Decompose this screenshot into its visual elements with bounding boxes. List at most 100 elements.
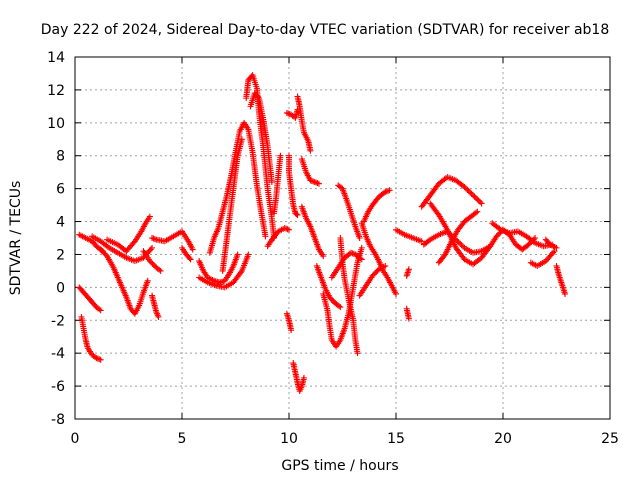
data-point <box>97 246 104 253</box>
plot-frame <box>74 56 611 420</box>
data-point <box>146 258 153 265</box>
x-axis-label: GPS time / hours <box>281 458 398 474</box>
data-point <box>553 244 560 251</box>
series-track-11 <box>196 251 241 286</box>
series-track-41 <box>489 220 556 250</box>
series-track-04 <box>78 313 104 363</box>
series-track-21 <box>286 152 301 218</box>
data-point <box>386 187 393 194</box>
series-track-20 <box>294 93 314 154</box>
data-point <box>148 259 155 266</box>
data-point <box>354 350 361 357</box>
series-track-36 <box>403 266 412 279</box>
chart-title: Day 222 of 2024, Sidereal Day-to-day VTE… <box>41 22 610 38</box>
data-point <box>471 193 478 200</box>
data-point <box>465 188 472 195</box>
series-track-14 <box>219 136 245 274</box>
series-track-10 <box>179 244 194 263</box>
data-point <box>307 147 314 154</box>
series-track-22 <box>298 156 322 187</box>
data-point <box>477 199 484 206</box>
data-point <box>238 136 245 143</box>
x-tick-label: 15 <box>387 431 405 447</box>
series-track-19 <box>283 106 301 121</box>
data-point <box>144 277 151 284</box>
series-track-26 <box>313 262 344 311</box>
data-point <box>97 307 104 314</box>
data-point <box>405 266 412 273</box>
series-track-38 <box>435 208 481 266</box>
data-point <box>157 267 164 274</box>
x-tick-label: 5 <box>178 431 187 447</box>
data-point <box>486 244 493 251</box>
series-track-29 <box>337 235 361 357</box>
data-point <box>101 250 108 257</box>
data-point <box>418 238 425 245</box>
data-points <box>76 72 569 395</box>
data-point <box>474 196 481 203</box>
series-track-05 <box>97 246 151 317</box>
data-point <box>358 244 365 251</box>
series-track-23 <box>298 203 327 260</box>
series-track-16 <box>247 90 275 186</box>
data-point <box>487 243 494 250</box>
series-track-18 <box>271 152 284 217</box>
series-track-33 <box>360 187 393 225</box>
data-point <box>186 255 193 262</box>
series-track-17 <box>264 225 292 250</box>
series-track-30 <box>335 182 363 241</box>
data-point <box>525 241 532 248</box>
data-point <box>493 233 500 240</box>
gridlines <box>75 57 610 419</box>
y-tick-label: -2 <box>51 313 65 329</box>
data-point <box>370 271 377 278</box>
data-point <box>372 270 379 277</box>
data-point <box>187 256 194 263</box>
series-track-40 <box>427 200 494 268</box>
series-track-39 <box>418 174 485 210</box>
data-point <box>356 235 363 241</box>
y-tick-label: 10 <box>47 116 65 132</box>
data-point <box>100 249 107 256</box>
series-track-12 <box>196 251 252 291</box>
x-tick-label: 25 <box>601 431 619 447</box>
data-point <box>496 225 503 232</box>
x-tick-labels: 0 5 10 15 20 25 <box>71 431 619 447</box>
series-track-02 <box>89 233 156 265</box>
data-point <box>461 183 468 190</box>
data-point <box>468 190 475 197</box>
series-track-24 <box>283 310 295 334</box>
data-point <box>470 192 477 199</box>
series-track-32 <box>356 262 389 299</box>
data-point <box>530 238 537 245</box>
data-point <box>146 213 153 220</box>
data-point <box>455 239 462 246</box>
data-point <box>149 244 156 251</box>
y-tick-label: 6 <box>56 182 65 198</box>
series-track-25 <box>290 360 307 395</box>
y-tick-label: -4 <box>51 346 65 362</box>
x-tick-label: 10 <box>280 431 298 447</box>
y-tick-label: 8 <box>56 149 65 165</box>
data-point <box>475 197 482 204</box>
data-point <box>294 211 301 218</box>
data-point <box>234 251 241 258</box>
series-track-13 <box>206 119 269 256</box>
data-point <box>382 262 389 269</box>
series-track-03 <box>76 284 104 314</box>
data-point <box>550 249 557 256</box>
data-point <box>254 93 261 100</box>
data-point <box>237 269 244 276</box>
data-point <box>245 251 252 258</box>
data-point <box>373 268 380 275</box>
y-tick-label: 2 <box>56 247 65 263</box>
data-point <box>494 232 501 239</box>
data-point <box>155 313 162 320</box>
data-point <box>277 152 284 159</box>
data-point <box>562 290 569 297</box>
series-track-43 <box>553 262 569 297</box>
data-point <box>147 246 154 253</box>
series-track-08 <box>149 228 196 253</box>
data-point <box>288 327 295 334</box>
